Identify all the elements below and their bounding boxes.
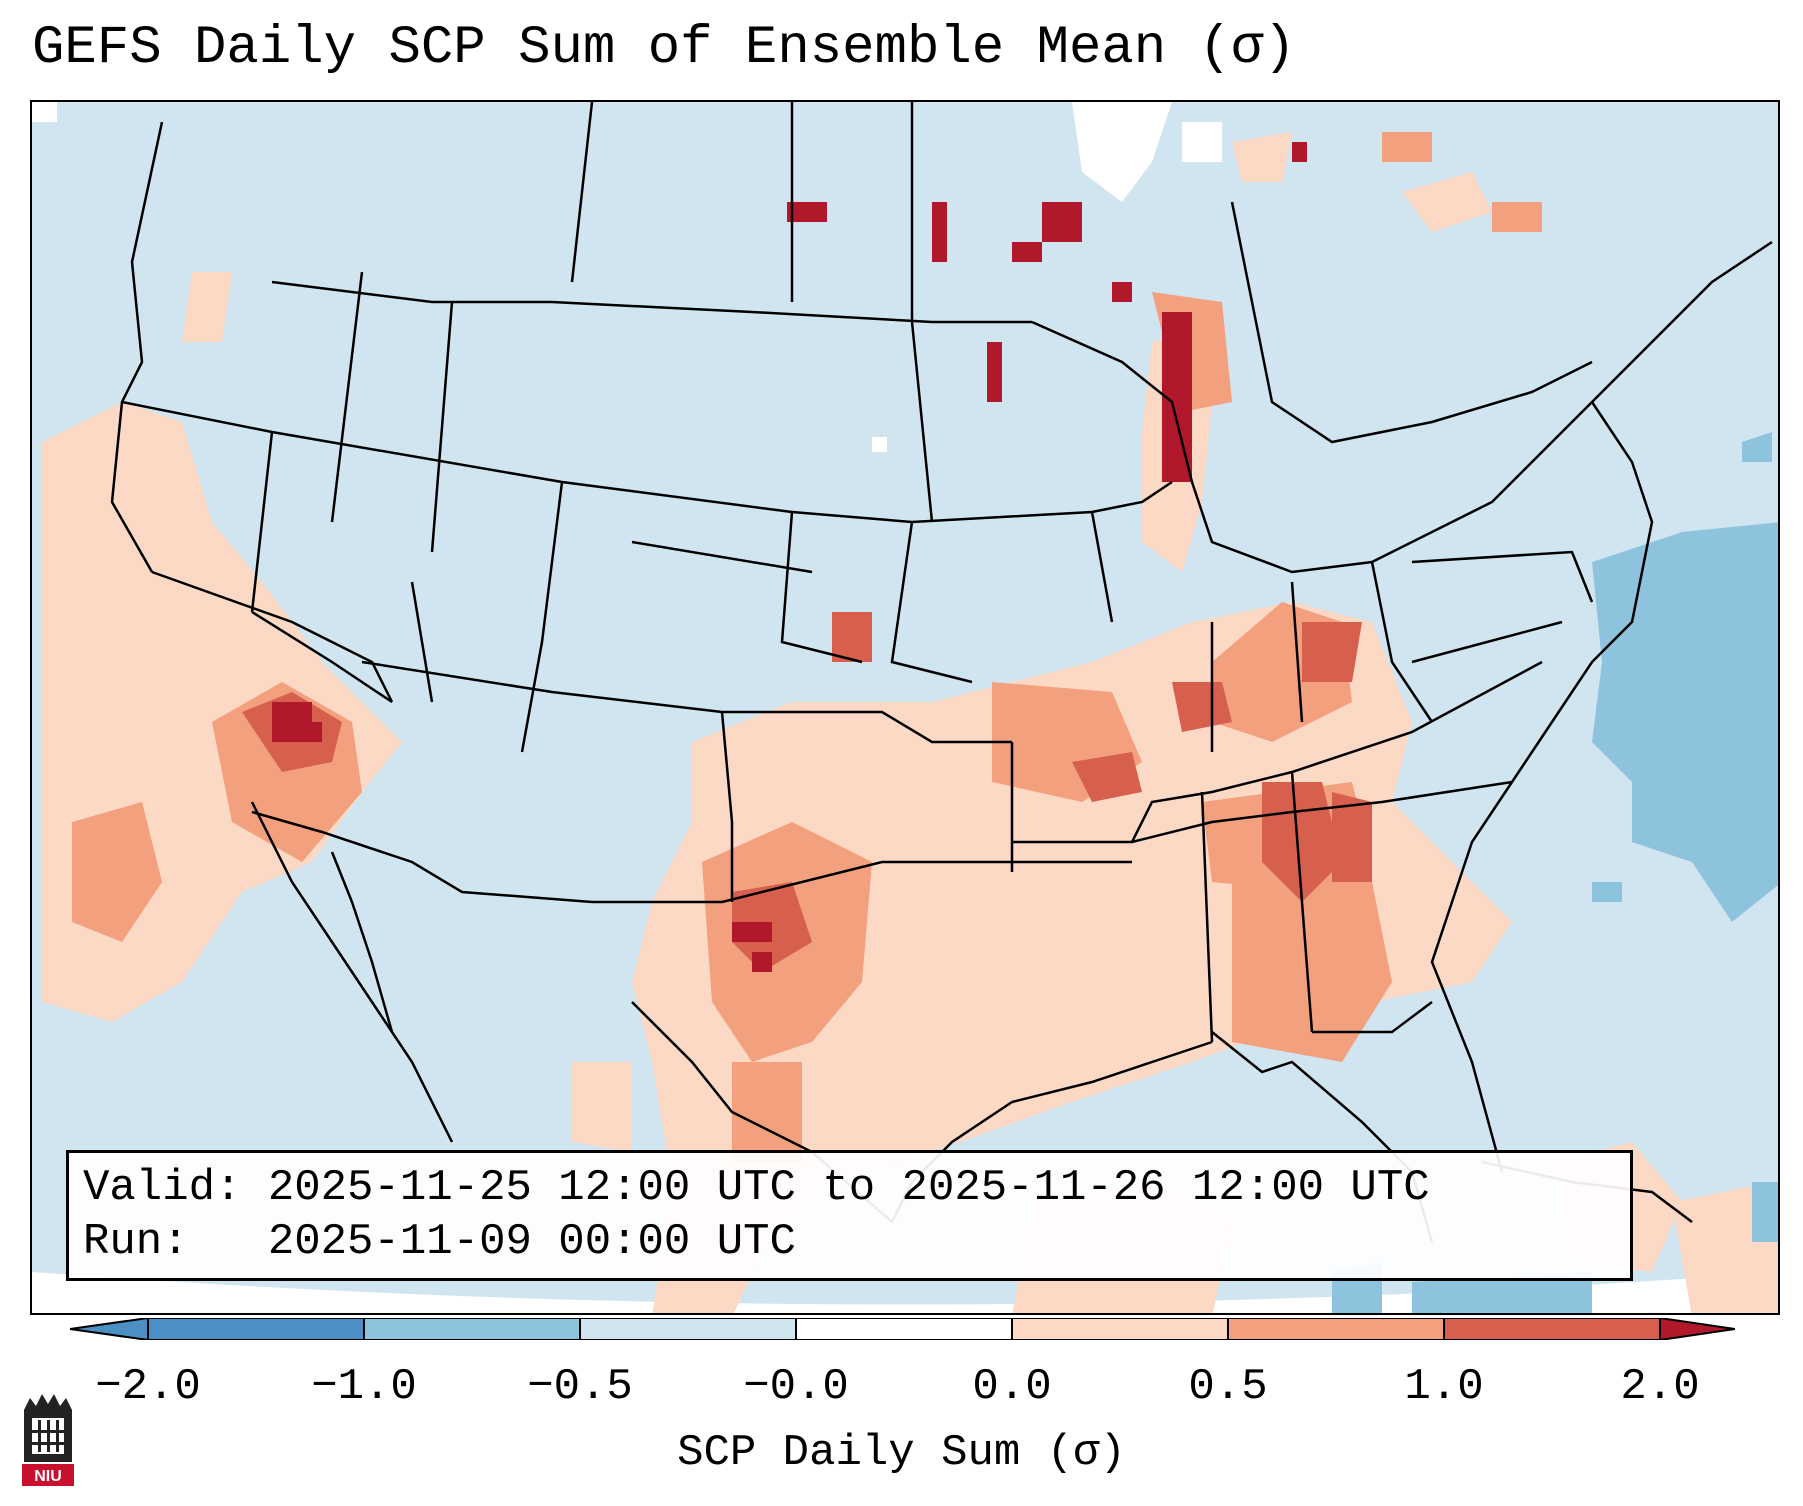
run-line: Run: 2025-11-09 00:00 UTC bbox=[83, 1215, 1616, 1269]
logo-band bbox=[22, 1464, 74, 1486]
chart-title: GEFS Daily SCP Sum of Ensemble Mean (σ) bbox=[32, 18, 1296, 79]
colorbar-bin-4 bbox=[796, 1318, 1012, 1340]
zero-anomaly-patches bbox=[32, 102, 1222, 452]
colorbar-tick-4: −0.0 bbox=[743, 1362, 849, 1412]
negative-anomaly-mid bbox=[1332, 432, 1778, 1313]
colorbar-tick-6: 0.5 bbox=[1188, 1362, 1268, 1412]
colorbar-label: SCP Daily Sum (σ) bbox=[677, 1428, 1126, 1478]
colorbar-extend-high bbox=[1660, 1318, 1735, 1340]
colorbar-bin-3 bbox=[580, 1318, 796, 1340]
map-panel bbox=[30, 100, 1780, 1315]
colorbar-bin-7 bbox=[1444, 1318, 1660, 1340]
colorbar-tick-3: −0.5 bbox=[527, 1362, 633, 1412]
colorbar-tick-1: −2.0 bbox=[95, 1362, 201, 1412]
valid-line: Valid: 2025-11-25 12:00 UTC to 2025-11-2… bbox=[83, 1161, 1616, 1215]
colorbar-dividers bbox=[147, 1318, 1661, 1340]
logo-text: NIU bbox=[34, 1468, 62, 1485]
positive-anomaly-extreme bbox=[272, 142, 1307, 972]
colorbar-tick-5: 0.0 bbox=[972, 1362, 1052, 1412]
colorbar-extend-low bbox=[70, 1318, 148, 1340]
valid-run-box: Valid: 2025-11-25 12:00 UTC to 2025-11-2… bbox=[66, 1150, 1633, 1281]
colorbar-bin-5 bbox=[1012, 1318, 1228, 1340]
colorbar-bin-1 bbox=[148, 1318, 364, 1340]
niu-logo: NIU bbox=[22, 1394, 74, 1486]
colorbar-bin-6 bbox=[1228, 1318, 1444, 1340]
map-canvas bbox=[32, 102, 1778, 1313]
colorbar-tick-8: 2.0 bbox=[1620, 1362, 1700, 1412]
valid-value: 2025-11-25 12:00 UTC to 2025-11-26 12:00… bbox=[267, 1163, 1430, 1213]
colorbar-bin-2 bbox=[364, 1318, 580, 1340]
run-value: 2025-11-09 00:00 UTC bbox=[267, 1217, 796, 1267]
boundaries bbox=[110, 102, 1773, 1243]
colorbar bbox=[70, 1318, 1735, 1340]
colorbar-tick-2: −1.0 bbox=[311, 1362, 417, 1412]
valid-label: Valid: bbox=[83, 1163, 242, 1213]
colorbar-tick-7: 1.0 bbox=[1404, 1362, 1484, 1412]
run-label: Run: bbox=[83, 1217, 189, 1267]
